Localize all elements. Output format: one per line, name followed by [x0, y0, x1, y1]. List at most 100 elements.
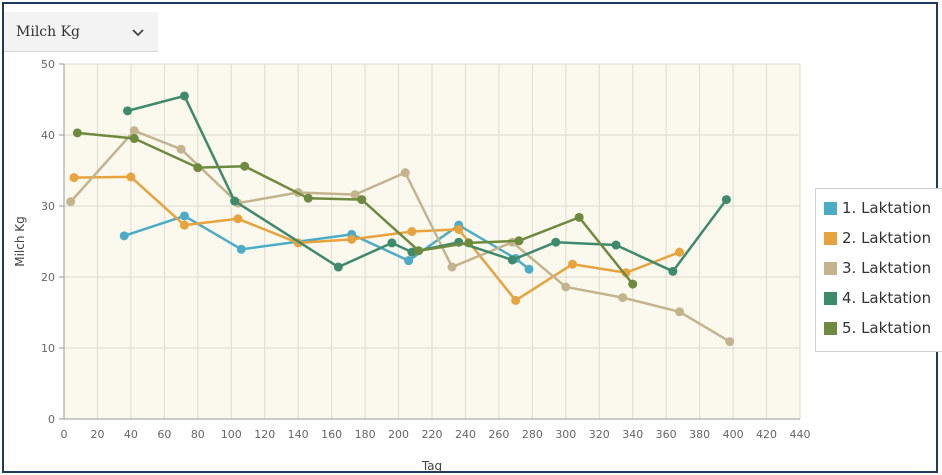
data-point[interactable]: [350, 190, 360, 200]
data-point[interactable]: [511, 295, 521, 305]
y-tick-label: 20: [41, 271, 55, 284]
data-point[interactable]: [126, 172, 136, 182]
data-point[interactable]: [357, 195, 367, 205]
data-point[interactable]: [176, 144, 186, 154]
x-tick-label: 20: [90, 428, 104, 441]
data-point[interactable]: [725, 337, 735, 347]
x-tick-label: 0: [61, 428, 68, 441]
data-point[interactable]: [240, 161, 250, 171]
data-point[interactable]: [628, 279, 638, 289]
data-point[interactable]: [574, 212, 584, 222]
x-tick-label: 400: [723, 428, 744, 441]
data-point[interactable]: [561, 282, 571, 292]
chevron-down-icon: [132, 29, 144, 37]
legend-label: 3. Laktation: [842, 259, 932, 277]
data-point[interactable]: [69, 173, 79, 183]
data-point[interactable]: [568, 259, 578, 269]
chart-legend: 1. Laktation 2. Laktation 3. Laktation 4. L…: [815, 188, 942, 352]
axes: [59, 63, 800, 420]
data-point[interactable]: [230, 196, 240, 206]
legend-label: 1. Laktation: [842, 199, 932, 217]
data-point[interactable]: [551, 237, 561, 247]
data-point[interactable]: [454, 224, 464, 234]
x-tick-label: 80: [191, 428, 205, 441]
x-tick-label: 240: [455, 428, 476, 441]
x-axis-title: Tag: [421, 459, 442, 473]
x-tick-label: 60: [157, 428, 171, 441]
data-point[interactable]: [404, 256, 414, 266]
legend-swatch: [824, 231, 837, 245]
data-point[interactable]: [675, 307, 685, 317]
y-tick-label: 50: [41, 58, 55, 71]
x-tick-label: 280: [522, 428, 543, 441]
data-point[interactable]: [129, 134, 139, 144]
data-point[interactable]: [414, 246, 424, 256]
x-tick-label: 160: [321, 428, 342, 441]
x-tick-label: 300: [555, 428, 576, 441]
legend-item-4[interactable]: 4. Laktation: [816, 283, 942, 313]
x-tick-label: 380: [689, 428, 710, 441]
data-point[interactable]: [464, 238, 474, 248]
data-point[interactable]: [721, 195, 731, 205]
data-point[interactable]: [129, 126, 139, 136]
data-point[interactable]: [72, 128, 82, 138]
data-point[interactable]: [387, 238, 397, 248]
legend-item-2[interactable]: 2. Laktation: [816, 223, 942, 253]
data-point[interactable]: [618, 293, 628, 303]
data-point[interactable]: [407, 247, 417, 257]
series-5: [72, 128, 638, 289]
y-tick-label: 40: [41, 129, 55, 142]
x-tick-label: 420: [756, 428, 777, 441]
data-point[interactable]: [447, 262, 457, 272]
legend-item-1[interactable]: 1. Laktation: [816, 193, 942, 223]
data-point[interactable]: [611, 240, 621, 250]
x-tick-label: 360: [656, 428, 677, 441]
data-point[interactable]: [236, 244, 246, 254]
series-line: [74, 175, 681, 302]
data-point[interactable]: [233, 214, 243, 224]
y-tick-label: 10: [41, 342, 55, 355]
data-point[interactable]: [400, 168, 410, 178]
data-point[interactable]: [507, 255, 517, 265]
data-point[interactable]: [524, 264, 534, 274]
legend-swatch: [824, 291, 837, 305]
legend-label: 5. Laktation: [842, 319, 932, 337]
series-layer: [66, 91, 735, 347]
data-point[interactable]: [514, 236, 524, 246]
data-point[interactable]: [123, 106, 133, 116]
legend-swatch: [824, 201, 837, 215]
data-point[interactable]: [675, 247, 685, 257]
legend-label: 4. Laktation: [842, 289, 932, 307]
metric-dropdown[interactable]: Milch Kg: [4, 12, 158, 52]
data-point[interactable]: [119, 231, 129, 241]
data-point[interactable]: [303, 193, 313, 203]
data-point[interactable]: [66, 197, 76, 207]
legend-swatch: [824, 261, 837, 275]
data-point[interactable]: [668, 266, 678, 276]
legend-item-3[interactable]: 3. Laktation: [816, 253, 942, 283]
x-tick-label: 140: [288, 428, 309, 441]
metric-dropdown-label: Milch Kg: [16, 23, 81, 40]
data-point[interactable]: [407, 227, 417, 237]
y-tick-labels: 0 10 20 30 40 50: [41, 58, 55, 426]
x-tick-label: 320: [589, 428, 610, 441]
y-axis-title: Milch Kg: [13, 216, 27, 267]
series-2: [69, 172, 685, 305]
legend-label: 2. Laktation: [842, 229, 932, 247]
x-tick-label: 120: [254, 428, 275, 441]
data-point[interactable]: [333, 262, 343, 272]
y-tick-label: 0: [48, 413, 55, 426]
x-tick-label: 220: [422, 428, 443, 441]
x-tick-label: 440: [790, 428, 811, 441]
legend-swatch: [824, 321, 837, 335]
y-tick-label: 30: [41, 200, 55, 213]
data-point[interactable]: [347, 234, 357, 244]
data-point[interactable]: [179, 220, 189, 230]
data-point[interactable]: [621, 268, 631, 278]
data-point[interactable]: [179, 91, 189, 101]
data-point[interactable]: [179, 211, 189, 221]
legend-item-5[interactable]: 5. Laktation: [816, 313, 942, 343]
x-tick-label: 200: [388, 428, 409, 441]
data-point[interactable]: [193, 163, 203, 173]
